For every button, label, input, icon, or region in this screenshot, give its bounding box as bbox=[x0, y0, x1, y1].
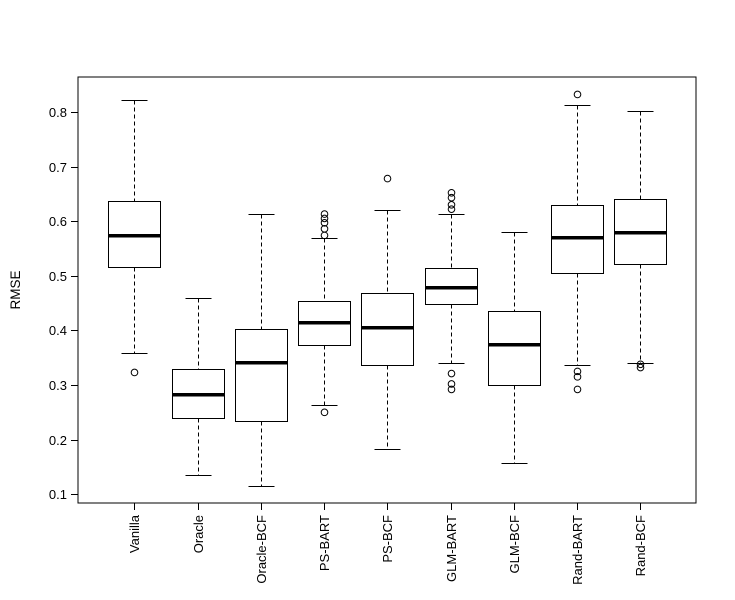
outlier-point bbox=[636, 363, 645, 372]
outlier-point bbox=[447, 193, 456, 202]
iqr-box bbox=[361, 293, 414, 366]
outlier-point bbox=[320, 408, 329, 417]
outlier-point bbox=[320, 231, 329, 240]
y-tick-label: 0.7 bbox=[49, 160, 67, 175]
y-tick-label: 0.2 bbox=[49, 433, 67, 448]
x-tick-label-ps-bcf: PS-BCF bbox=[380, 515, 395, 563]
outlier-point bbox=[320, 210, 329, 218]
iqr-box bbox=[488, 311, 541, 386]
outlier-point bbox=[573, 90, 582, 99]
y-tick-label: 0.6 bbox=[49, 214, 67, 229]
outlier-point bbox=[320, 214, 329, 223]
x-tick-label-ps-bart: PS-BART bbox=[317, 515, 332, 571]
iqr-box bbox=[551, 205, 604, 274]
outlier-point bbox=[447, 201, 456, 209]
x-tick-label-vanilla: Vanilla bbox=[127, 514, 142, 553]
boxplot-box-glm-bart bbox=[425, 188, 478, 394]
boxplot-box-oracle bbox=[172, 298, 225, 476]
y-tick-label: 0.4 bbox=[49, 323, 67, 338]
outlier-point bbox=[447, 385, 456, 394]
outlier-point bbox=[130, 368, 139, 377]
y-tick-label: 0.8 bbox=[49, 105, 67, 120]
outlier-point bbox=[573, 373, 582, 381]
x-tick-label-oracle-bcf: Oracle-BCF bbox=[254, 515, 269, 584]
outlier-point bbox=[320, 219, 329, 227]
outlier-point bbox=[447, 205, 456, 213]
boxplot-box-rand-bcf bbox=[614, 111, 667, 372]
boxplot-box-ps-bcf bbox=[361, 174, 414, 450]
x-tick-label-rand-bart: Rand-BART bbox=[570, 515, 585, 585]
y-tick-label: 0.3 bbox=[49, 378, 67, 393]
boxplot-box-ps-bart bbox=[298, 210, 351, 417]
y-axis-title: RMSE bbox=[8, 270, 23, 309]
boxplot-box-vanilla bbox=[108, 100, 161, 377]
x-tick-label-glm-bart: GLM-BART bbox=[444, 515, 459, 582]
x-tick-label-oracle: Oracle bbox=[191, 515, 206, 553]
outlier-point bbox=[573, 385, 582, 394]
iqr-box bbox=[235, 329, 288, 422]
x-tick-label-rand-bcf: Rand-BCF bbox=[633, 515, 648, 576]
y-tick-label: 0.5 bbox=[49, 269, 67, 284]
outlier-point bbox=[447, 380, 456, 388]
outlier-point bbox=[447, 369, 456, 378]
outlier-point bbox=[636, 360, 645, 369]
boxplot-box-glm-bcf bbox=[488, 232, 541, 464]
boxplot-box-oracle-bcf bbox=[235, 214, 288, 487]
y-tick-label: 0.1 bbox=[49, 487, 67, 502]
boxplot-box-rand-bart bbox=[551, 90, 604, 394]
outlier-point bbox=[447, 188, 456, 197]
outlier-point bbox=[383, 174, 392, 183]
x-tick-label-glm-bcf: GLM-BCF bbox=[507, 515, 522, 574]
outlier-point bbox=[573, 367, 582, 376]
